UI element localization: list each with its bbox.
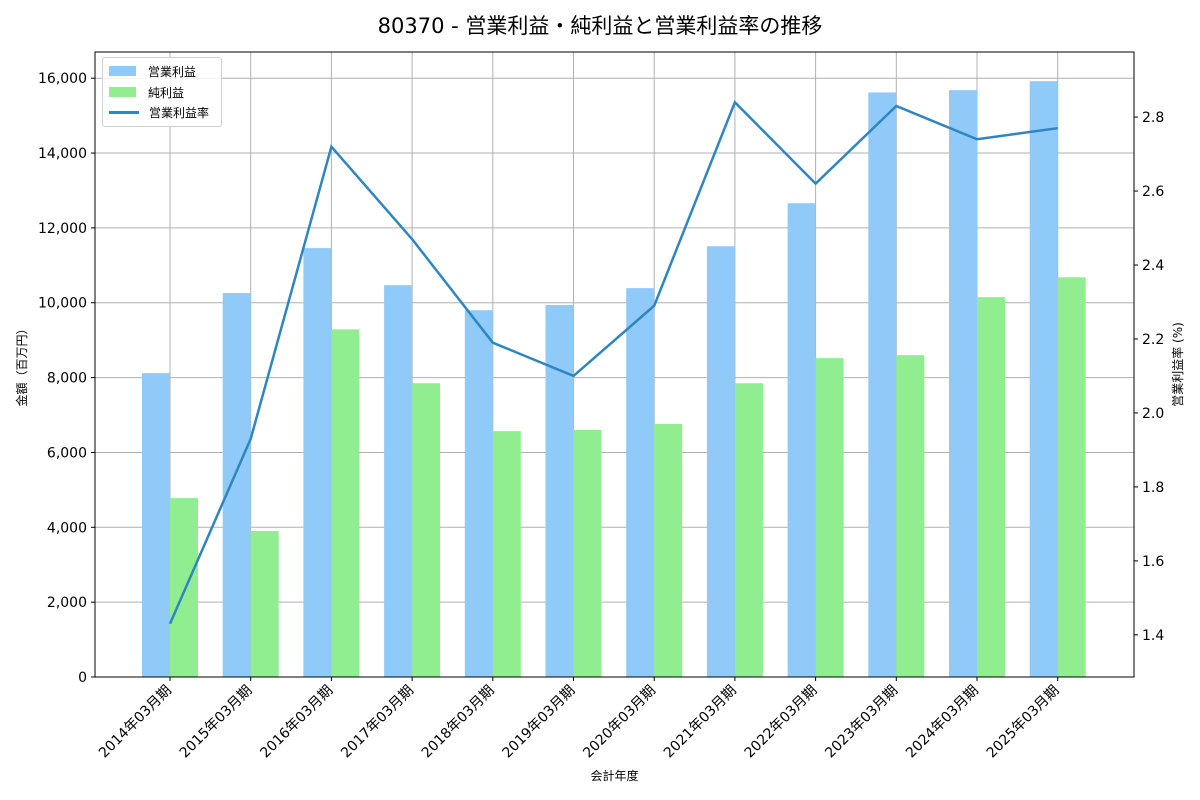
y-left-tick-label: 2,000 <box>47 595 87 611</box>
bar-net-profit <box>815 358 844 677</box>
bar-operating-profit <box>949 90 977 678</box>
legend-item-operating-profit: 営業利益 <box>109 62 196 80</box>
y-left-tick-label: 8,000 <box>47 371 87 387</box>
x-tick-label: 2015年03月期 <box>177 683 256 762</box>
y-left-tick-label: 6,000 <box>47 445 87 461</box>
y-right-tick-label: 2.2 <box>1142 332 1164 348</box>
x-tick-label: 2023年03月期 <box>822 683 901 762</box>
bar-operating-profit <box>384 285 413 677</box>
bar-operating-profit <box>868 92 897 677</box>
bar-net-profit <box>654 424 683 677</box>
bar-operating-profit <box>626 288 655 677</box>
legend-line-operating-margin <box>109 110 139 114</box>
bar-net-profit <box>492 431 521 677</box>
legend-item-net-profit: 純利益 <box>109 83 184 101</box>
x-axis-title: 会計年度 <box>590 768 638 783</box>
x-tick-label: 2017年03月期 <box>338 683 417 762</box>
y-right-tick-label: 2.8 <box>1142 110 1164 126</box>
bar-net-profit <box>1057 277 1086 677</box>
chart-title: 80370 - 営業利益・純利益と営業利益率の推移 <box>377 14 823 38</box>
y-left-tick-label: 10,000 <box>38 296 87 312</box>
bar-net-profit <box>573 429 602 677</box>
legend-swatch-net-profit <box>109 87 136 97</box>
bar-operating-profit <box>545 304 574 677</box>
x-tick-label: 2025年03月期 <box>984 683 1063 762</box>
y-right-tick-label: 2.6 <box>1142 184 1164 200</box>
plot-frame <box>94 51 1135 678</box>
y-left-tick-label: 4,000 <box>47 520 87 536</box>
y-right-tick-label: 1.6 <box>1142 554 1164 570</box>
y-right-tick-label: 1.4 <box>1142 628 1164 644</box>
y-right-axis-title: 営業利益率 (%) <box>1170 322 1185 407</box>
y-left-tick-label: 12,000 <box>38 221 87 237</box>
x-tick-label: 2024年03月期 <box>903 683 982 762</box>
bar-operating-profit <box>706 246 735 678</box>
y-right-tick-label: 2.4 <box>1142 258 1164 274</box>
line-operating-margin <box>168 100 1058 625</box>
legend-label: 純利益 <box>148 85 185 100</box>
x-tick-label: 2016年03月期 <box>257 683 336 762</box>
bar-net-profit <box>734 383 763 677</box>
bar-net-profit <box>250 531 279 677</box>
bar-operating-profit <box>1029 81 1058 677</box>
bar-net-profit <box>896 355 925 677</box>
bar-operating-profit <box>787 203 816 677</box>
x-tick-label: 2014年03月期 <box>96 683 175 762</box>
y-right-tick-label: 1.8 <box>1142 480 1164 496</box>
y-left-axis-title: 金額（百万円） <box>14 322 29 406</box>
y-left-tick-label: 16,000 <box>38 71 87 87</box>
y-left-tick-label: 0 <box>78 670 87 686</box>
y-left-tick-label: 14,000 <box>38 146 87 162</box>
bar-operating-profit <box>222 293 251 677</box>
bar-operating-profit <box>142 373 170 677</box>
legend-item-operating-margin: 営業利益率 <box>109 103 209 121</box>
bar-net-profit <box>412 383 441 677</box>
y-right-tick-label: 2.0 <box>1142 406 1164 422</box>
bar-operating-profit <box>303 248 332 677</box>
bar-net-profit <box>977 297 1005 677</box>
x-tick-label: 2019年03月期 <box>500 683 579 762</box>
legend-label: 営業利益率 <box>149 105 210 120</box>
x-tick-label: 2022年03月期 <box>742 683 821 762</box>
x-tick-label: 2021年03月期 <box>661 683 740 762</box>
bar-net-profit <box>331 329 360 677</box>
bar-net-profit <box>170 498 198 677</box>
legend: 営業利益 純利益 営業利益率 <box>102 57 222 127</box>
legend-swatch-operating-profit <box>109 66 136 76</box>
x-tick-label: 2018年03月期 <box>419 683 498 762</box>
bar-operating-profit <box>464 310 493 677</box>
legend-label: 営業利益 <box>148 64 197 79</box>
x-tick-label: 2020年03月期 <box>580 683 659 762</box>
